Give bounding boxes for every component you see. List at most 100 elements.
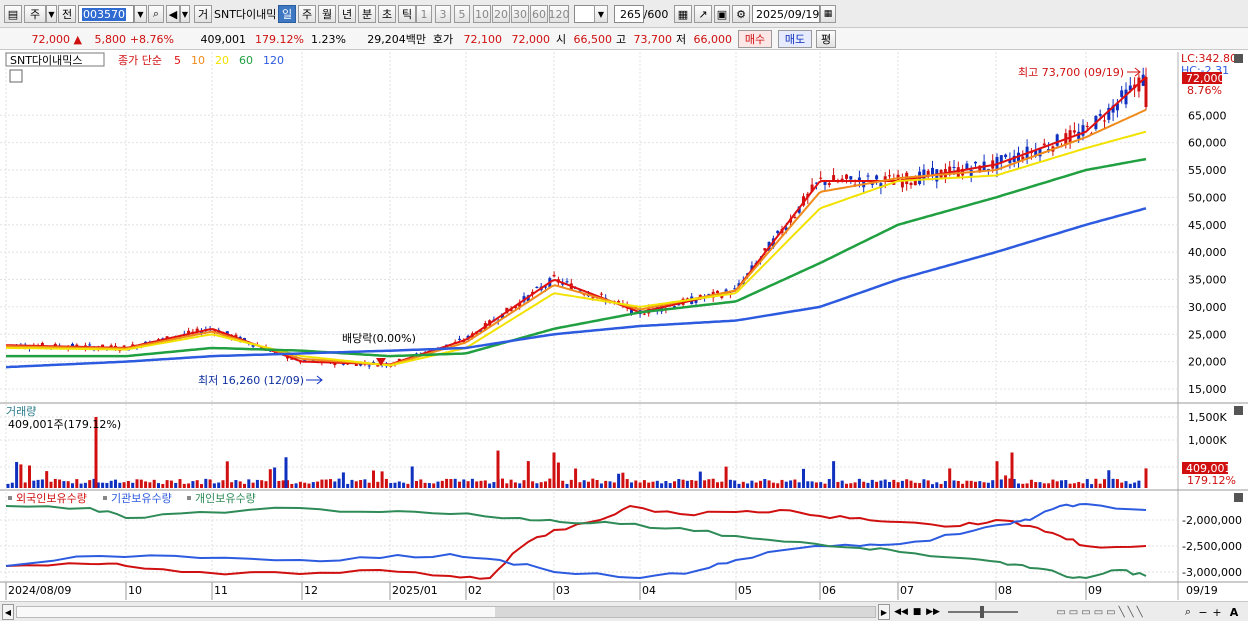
calendar-icon[interactable]: ▦ bbox=[820, 5, 836, 23]
x-tick-label: 05 bbox=[738, 584, 752, 597]
open-label: 시 bbox=[555, 33, 567, 46]
period-tab-1[interactable]: 주 bbox=[298, 5, 316, 23]
volume-bar bbox=[251, 482, 255, 488]
forward-icon[interactable]: ▶▶ bbox=[926, 607, 940, 617]
volume-bar bbox=[961, 483, 965, 488]
stop-icon[interactable]: ■ bbox=[912, 607, 922, 617]
period-tab-0[interactable]: 일 bbox=[278, 5, 296, 23]
eval-button[interactable]: 평 bbox=[816, 30, 836, 48]
candle-body bbox=[376, 365, 380, 367]
zoom-out-icon[interactable]: − bbox=[1198, 605, 1208, 619]
sound-icon[interactable]: ◀ bbox=[166, 5, 180, 23]
period-tab-6[interactable]: 틱 bbox=[398, 5, 416, 23]
gear-icon[interactable]: ⚙ bbox=[732, 5, 750, 23]
period-tab-2[interactable]: 월 bbox=[318, 5, 336, 23]
interval-button-60[interactable]: 60 bbox=[530, 5, 548, 23]
volume-bar bbox=[931, 484, 934, 488]
draw-tool-icon[interactable]: ↗ bbox=[694, 5, 712, 23]
table-toggle-icon[interactable] bbox=[9, 69, 23, 83]
holding-pane-close-icon[interactable] bbox=[1234, 493, 1243, 502]
interval-dropdown-icon[interactable]: ▼ bbox=[594, 5, 608, 23]
volume-bar bbox=[724, 466, 728, 488]
chart-settings-icon[interactable]: ▦ bbox=[674, 5, 692, 23]
sound-dropdown-icon[interactable]: ▼ bbox=[180, 5, 190, 23]
volume-y-tick: 1,500K bbox=[1188, 411, 1227, 424]
draw-tools-strip[interactable]: ▭▭▭▭▭╲╲╲ bbox=[1056, 606, 1146, 618]
volume-bar bbox=[131, 482, 135, 488]
volume-bar bbox=[49, 481, 53, 488]
count-input[interactable]: 265 bbox=[614, 5, 644, 23]
candle-body bbox=[948, 166, 952, 175]
price-change: 5,800 bbox=[94, 32, 127, 46]
date-input[interactable]: 2025/09/19 bbox=[752, 5, 820, 23]
period-tab-4[interactable]: 분 bbox=[358, 5, 376, 23]
volume-bar bbox=[1008, 478, 1012, 488]
volume-bar bbox=[544, 481, 547, 488]
save-icon[interactable]: ▣ bbox=[714, 5, 730, 23]
magnify-icon[interactable]: ⌕ bbox=[1184, 605, 1192, 618]
type-select[interactable]: 주 bbox=[24, 5, 46, 23]
interval-button-1[interactable]: 1 bbox=[416, 5, 432, 23]
search-icon[interactable]: ⌕ bbox=[148, 5, 164, 23]
scroll-left-icon[interactable]: ◀ bbox=[2, 604, 14, 620]
volume-bar bbox=[15, 461, 19, 488]
price-y-tick: 40,000 bbox=[1188, 246, 1227, 259]
bottom-bar: ◀ ▶ ◀◀ ■ ▶▶ ▭▭▭▭▭╲╲╲ ⌕ − + A bbox=[0, 601, 1248, 621]
code-dropdown-icon[interactable]: ▼ bbox=[134, 5, 147, 23]
interval-button-10[interactable]: 10 bbox=[473, 5, 491, 23]
scroll-right-icon[interactable]: ▶ bbox=[878, 604, 890, 620]
candle-body bbox=[849, 176, 853, 180]
window-menu-icon[interactable]: ▤ bbox=[4, 5, 22, 23]
x-tick-label: 07 bbox=[900, 584, 914, 597]
volume-bar bbox=[152, 479, 156, 488]
volume-bar bbox=[552, 452, 556, 488]
volume-bar bbox=[384, 478, 388, 488]
volume-toggle-button[interactable]: 거 bbox=[194, 5, 212, 23]
volume-bar bbox=[513, 482, 517, 488]
candle-body bbox=[965, 163, 969, 170]
volume-bar bbox=[260, 480, 264, 488]
period-tab-3[interactable]: 년 bbox=[338, 5, 356, 23]
zoom-slider-handle[interactable] bbox=[980, 606, 984, 618]
interval-button-20[interactable]: 20 bbox=[492, 5, 510, 23]
interval-button-120[interactable]: 120 bbox=[549, 5, 570, 23]
type-dropdown-icon[interactable]: ▼ bbox=[46, 5, 57, 23]
volume-bar bbox=[496, 450, 500, 488]
volume-bar bbox=[827, 479, 831, 488]
current-pct-tag: 8.76% bbox=[1187, 84, 1222, 97]
volume-bar bbox=[982, 482, 986, 488]
code-input[interactable]: 003570 bbox=[78, 5, 134, 23]
font-size-icon[interactable]: A bbox=[1229, 605, 1239, 619]
interval-button-30[interactable]: 30 bbox=[511, 5, 529, 23]
volume-bar bbox=[698, 471, 702, 488]
volume-bar bbox=[1107, 470, 1111, 488]
volume-bar bbox=[694, 480, 698, 488]
candle-body bbox=[565, 281, 569, 283]
turnover-rate: 1.23% bbox=[311, 32, 346, 46]
volume-bar bbox=[548, 478, 552, 488]
volume-pane-close-icon[interactable] bbox=[1234, 406, 1243, 415]
period-tab-5[interactable]: 초 bbox=[378, 5, 396, 23]
volume-bar bbox=[1077, 482, 1081, 488]
scrollbar-thumb[interactable] bbox=[495, 607, 875, 617]
candle-body bbox=[866, 175, 870, 177]
price-pane-close-icon[interactable] bbox=[1234, 54, 1243, 63]
buy-button[interactable]: 매수 bbox=[738, 30, 772, 48]
volume-bar bbox=[819, 482, 823, 488]
prev-button[interactable]: 전 bbox=[58, 5, 76, 23]
candle-body bbox=[552, 274, 556, 277]
volume-bar bbox=[247, 479, 251, 488]
volume-bar bbox=[169, 480, 173, 488]
lc-label: LC:342.80 bbox=[1181, 52, 1237, 65]
interval-button-3[interactable]: 3 bbox=[435, 5, 451, 23]
zoom-in-icon[interactable]: + bbox=[1212, 605, 1222, 619]
high-arrow-icon bbox=[1127, 67, 1141, 77]
volume-bar bbox=[346, 483, 350, 488]
volume-bar bbox=[372, 470, 375, 488]
volume-bar bbox=[625, 479, 629, 488]
sell-button[interactable]: 매도 bbox=[778, 30, 812, 48]
interval-button-5[interactable]: 5 bbox=[454, 5, 470, 23]
rewind-icon[interactable]: ◀◀ bbox=[894, 607, 908, 617]
scrollbar-track[interactable] bbox=[16, 606, 876, 618]
low-arrow-icon bbox=[306, 375, 323, 385]
